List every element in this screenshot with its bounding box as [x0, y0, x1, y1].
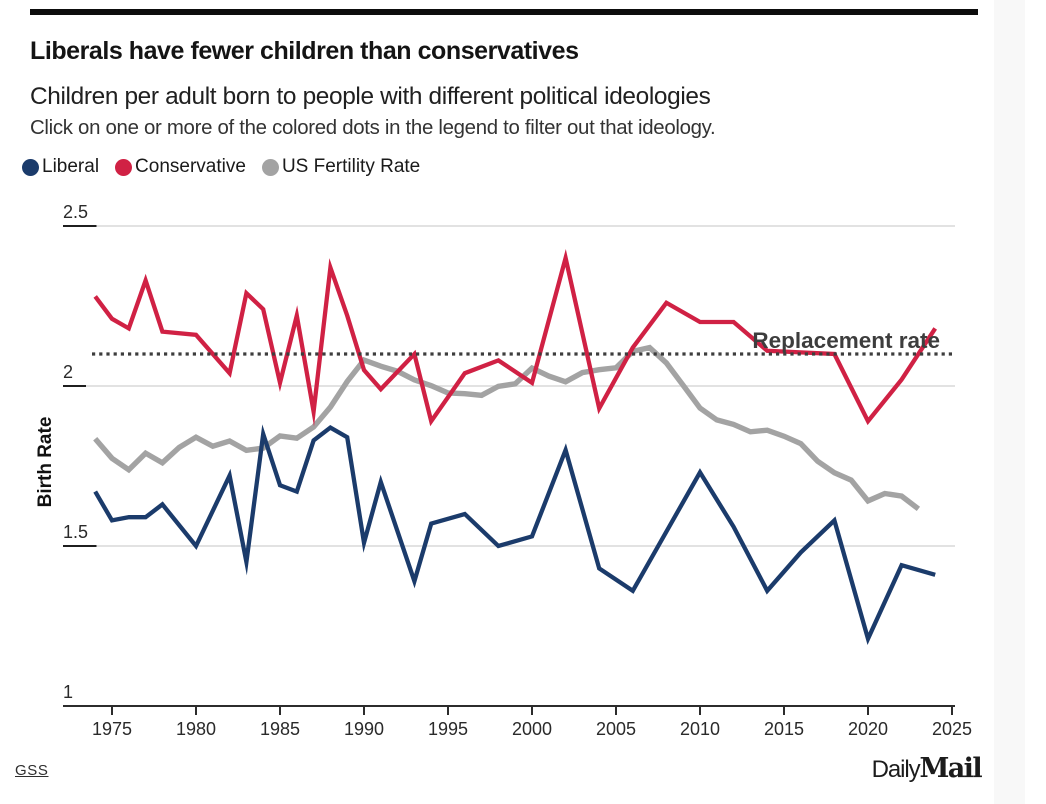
- legend: Liberal Conservative US Fertility Rate: [22, 156, 420, 178]
- x-tick-label: 1990: [343, 719, 385, 739]
- chart-note: Click on one or more of the colored dots…: [30, 117, 716, 139]
- line-liberal: [93, 424, 936, 646]
- line-conservative: [93, 249, 937, 427]
- legend-item-liberal[interactable]: Liberal: [22, 156, 99, 178]
- x-tick-label: 2020: [847, 719, 889, 739]
- x-tick-label: 1995: [427, 719, 469, 739]
- x-tick-label: 1975: [91, 719, 133, 739]
- y-tick-label: 2.5: [63, 202, 89, 222]
- y-axis-title: Birth Rate: [35, 416, 56, 508]
- legend-dot-icon[interactable]: [115, 158, 133, 176]
- legend-item-label: Liberal: [42, 156, 100, 177]
- y-tick-label: 1: [63, 682, 74, 702]
- x-tick-label: 1980: [175, 719, 217, 739]
- x-tick-label: 2010: [679, 719, 721, 739]
- x-tick-label: 2000: [511, 719, 553, 739]
- brand-daily: Daily: [871, 756, 921, 783]
- x-tick-label: 1985: [259, 719, 301, 739]
- x-tick-label: 2005: [595, 719, 637, 739]
- y-tick-label: 1.5: [63, 522, 89, 542]
- y-tick-label: 2: [63, 362, 74, 382]
- brand-logo: DailyMail: [871, 753, 983, 784]
- right-edge-strip: [994, 0, 1025, 804]
- legend-item-us-fertility-rate[interactable]: US Fertility Rate: [261, 156, 421, 178]
- page-title: Liberals have fewer children than conser…: [30, 37, 579, 65]
- legend-dot-icon[interactable]: [261, 158, 279, 176]
- legend-item-label: Conservative: [135, 156, 246, 177]
- x-tick-label: 2025: [931, 719, 973, 739]
- legend-item-conservative[interactable]: Conservative: [115, 156, 246, 178]
- brand-mail: Mail: [919, 753, 983, 784]
- page-subtitle: Children per adult born to people with d…: [30, 83, 711, 110]
- source-link[interactable]: GSS: [15, 762, 49, 779]
- x-tick-label: 2015: [763, 719, 805, 739]
- replacement-rate-label: Replacement rate: [752, 328, 940, 353]
- legend-dot-icon[interactable]: [22, 158, 39, 176]
- line-us-fertility-rate: [93, 344, 921, 512]
- top-accent-bar: [30, 9, 978, 15]
- legend-item-label: US Fertility Rate: [281, 156, 421, 177]
